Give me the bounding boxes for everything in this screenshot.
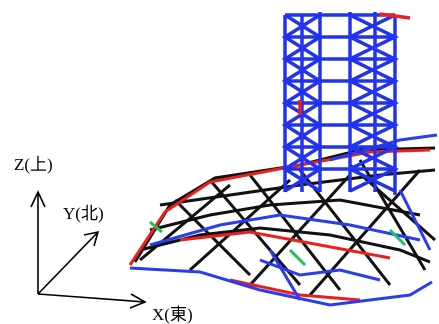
z-axis-label: Z(上) — [14, 155, 53, 174]
x-axis-label: X(東) — [152, 305, 193, 324]
model-view: Z(上) Y(北) X(東) — [0, 0, 439, 324]
y-axis-label: Y(北) — [63, 204, 104, 223]
tower — [285, 12, 410, 195]
